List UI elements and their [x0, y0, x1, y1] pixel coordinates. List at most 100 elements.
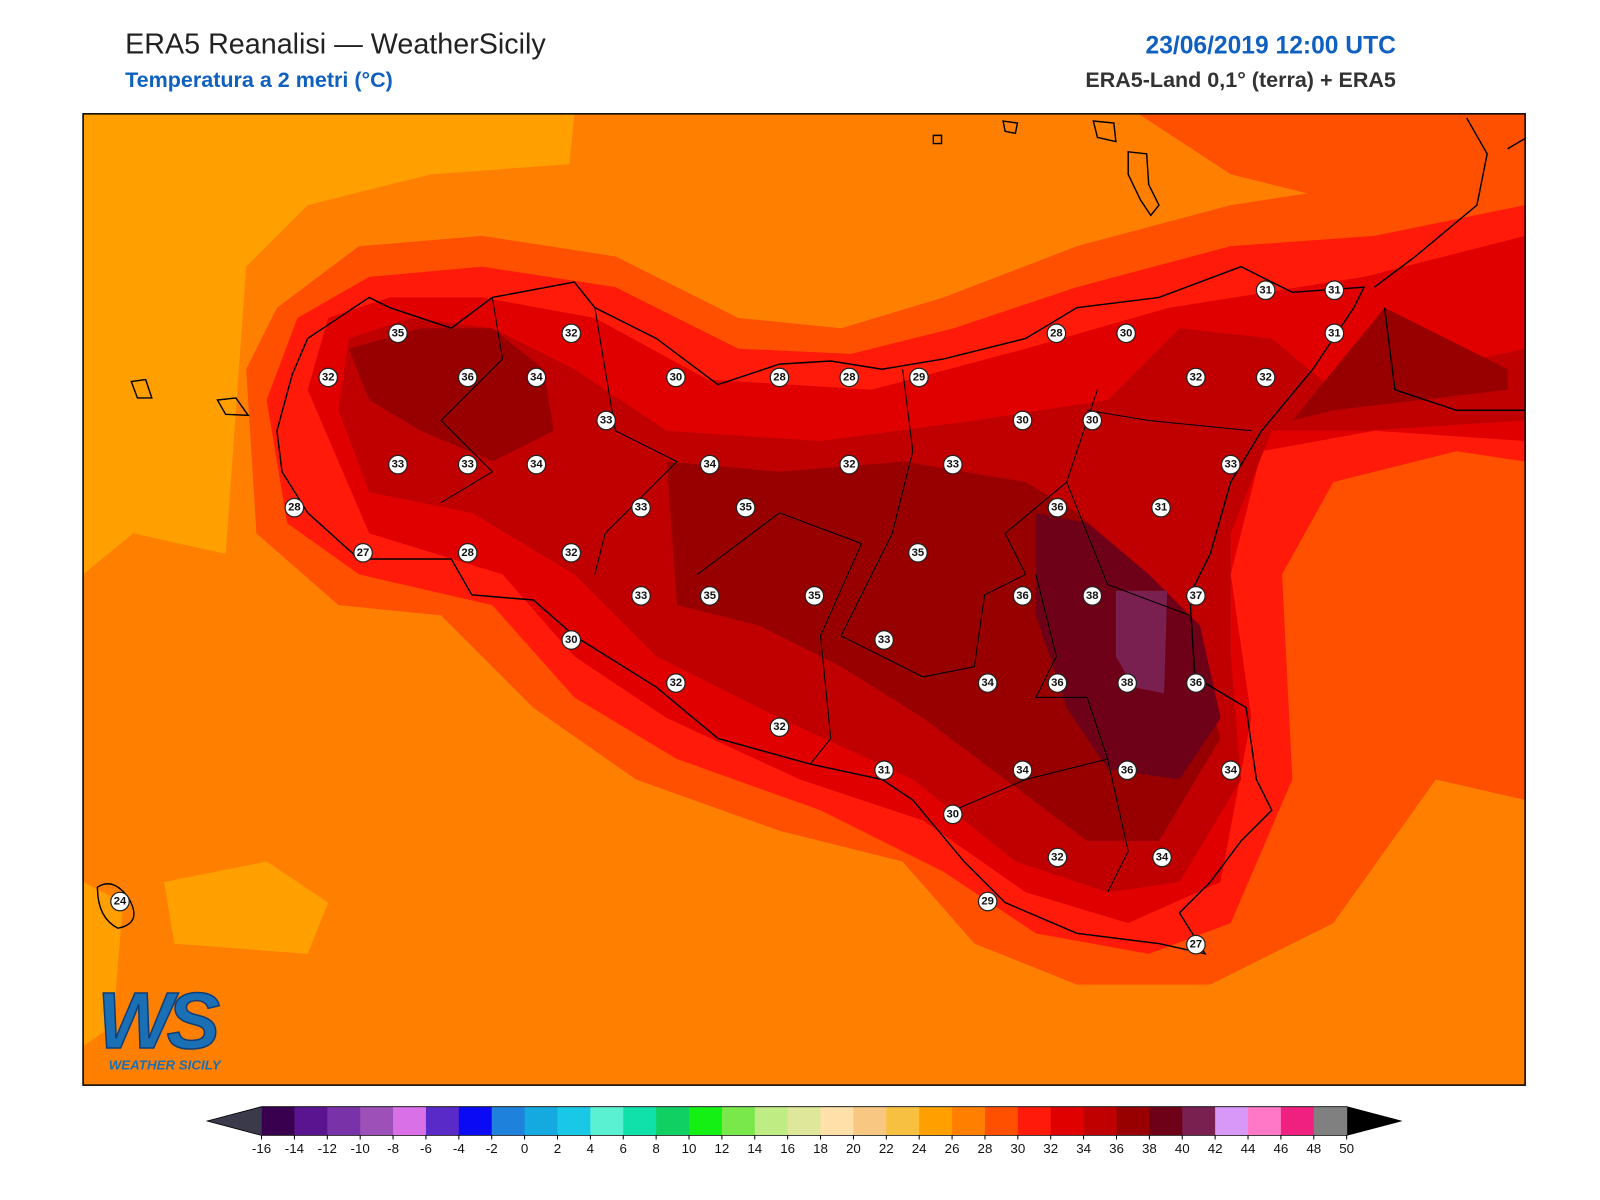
station-value: 34: [530, 371, 543, 383]
station-value: 35: [392, 327, 405, 339]
station-value: 35: [703, 590, 716, 602]
station-value: 36: [1121, 764, 1134, 776]
station-value: 30: [1016, 415, 1029, 427]
station-value: 30: [670, 371, 683, 383]
station-marker: [631, 586, 651, 606]
station-value: 34: [530, 459, 543, 471]
station-marker: [1047, 673, 1068, 693]
station-marker: [457, 367, 478, 388]
colorbar-segment: [294, 1106, 328, 1136]
station-value: 32: [773, 721, 786, 733]
station-value: 31: [1155, 502, 1168, 514]
colorbar-tick-label: 40: [1175, 1141, 1190, 1156]
colorbar-tick-label: 24: [912, 1141, 927, 1156]
station-value: 32: [1190, 371, 1203, 383]
station-marker: [839, 454, 860, 475]
station-value: 30: [565, 634, 578, 646]
colorbar-tick-label: 32: [1043, 1141, 1058, 1156]
colorbar-tick-label: 34: [1076, 1141, 1091, 1156]
colorbar-tick-label: 6: [620, 1141, 627, 1156]
station-marker: [1012, 586, 1033, 606]
sicily-coast: [276, 265, 1366, 955]
colorbar: -16 -14 -12 -10 -8 -6 -4 -2 0 2 4 6 8 10 12 14 16 18 20 22 2…: [205, 1106, 1403, 1156]
colorbar-tick-label: 20: [846, 1141, 861, 1156]
station-marker: [1117, 760, 1138, 781]
colorbar-segment: [886, 1106, 920, 1136]
station-value: 29: [913, 371, 926, 383]
station-value: 32: [565, 327, 578, 339]
station-value: 28: [843, 371, 856, 383]
station-marker: [977, 673, 998, 693]
station-value: 31: [878, 764, 891, 776]
colorbar-tick-label: 42: [1208, 1141, 1223, 1156]
logo-mark: WS: [97, 976, 219, 1065]
colorbar-segment: [491, 1106, 526, 1136]
station-value: 31: [1259, 284, 1272, 296]
station-marker: [769, 717, 790, 738]
colorbar-tick-label: 46: [1273, 1141, 1288, 1156]
station-marker: [874, 630, 894, 650]
station-marker: [596, 410, 616, 431]
station-marker: [353, 542, 373, 563]
station-marker: [1186, 367, 1206, 388]
colorbar-tick-label: 4: [587, 1141, 595, 1156]
colorbar-segment: [1248, 1106, 1282, 1136]
station-value: 38: [1086, 590, 1099, 602]
station-marker: [561, 630, 582, 650]
station-marker: [769, 367, 790, 388]
station-marker: [1255, 280, 1276, 301]
station-marker: [699, 454, 720, 475]
station-marker: [977, 891, 998, 912]
station-marker: [1047, 497, 1068, 518]
station-value: 28: [288, 502, 301, 514]
colorbar-segment: [656, 1106, 690, 1136]
source: ERA5-Land 0,1° (terra) + ERA5: [1085, 68, 1396, 92]
subtitle: Temperatura a 2 metri (°C): [125, 68, 393, 92]
station-marker: [1220, 454, 1241, 475]
colorbar-tick-label: 0: [521, 1141, 528, 1156]
colorbar-tick-label: -10: [351, 1141, 370, 1156]
station-marker: [561, 542, 582, 563]
station-value: 33: [635, 590, 648, 602]
station-marker: [1012, 410, 1033, 431]
station-marker: [1046, 323, 1067, 344]
colorbar-tick-label: 8: [652, 1141, 659, 1156]
colorbar-tick-label: 50: [1339, 1141, 1354, 1156]
station-value: 37: [1190, 590, 1203, 602]
station-value: 36: [1190, 677, 1203, 689]
station-marker: [388, 454, 408, 475]
colorbar-tick-label: 44: [1241, 1141, 1256, 1156]
station-labels: 31 31 35 32 28 30 31 32 36 34 30 28 28 29 32 32 33 30 30 33…: [110, 280, 1345, 955]
station-marker: [839, 367, 860, 388]
calabria: [1373, 117, 1526, 411]
colorbar-tick-label: -2: [486, 1141, 498, 1156]
colorbar-segment: [1116, 1106, 1150, 1136]
station-value: 28: [461, 547, 474, 559]
colorbar-segment: [984, 1106, 1019, 1136]
colorbar-tick-label: -16: [252, 1141, 271, 1156]
colorbar-segment: [360, 1106, 394, 1136]
colorbar-segment: [261, 1106, 295, 1136]
colorbar-segment: [1313, 1106, 1348, 1136]
station-value: 34: [981, 677, 994, 689]
station-marker: [735, 497, 756, 518]
colorbar-tick-label: 28: [978, 1141, 993, 1156]
colorbar-tick-label: 26: [945, 1141, 960, 1156]
station-value: 30: [1120, 327, 1133, 339]
field-zone: [1115, 590, 1168, 694]
colorbar-segment: [919, 1106, 953, 1136]
station-value: 32: [670, 677, 683, 689]
station-marker: [666, 673, 686, 693]
station-marker: [1151, 497, 1171, 518]
colorbar-segment: [590, 1106, 624, 1136]
colorbar-segment: [689, 1106, 723, 1136]
station-marker: [1047, 847, 1068, 868]
station-marker: [1324, 323, 1345, 344]
field-zone: [83, 113, 575, 575]
station-value: 35: [739, 502, 752, 514]
station-value: 35: [808, 590, 821, 602]
station-marker: [874, 760, 894, 781]
station-marker: [1152, 847, 1172, 868]
